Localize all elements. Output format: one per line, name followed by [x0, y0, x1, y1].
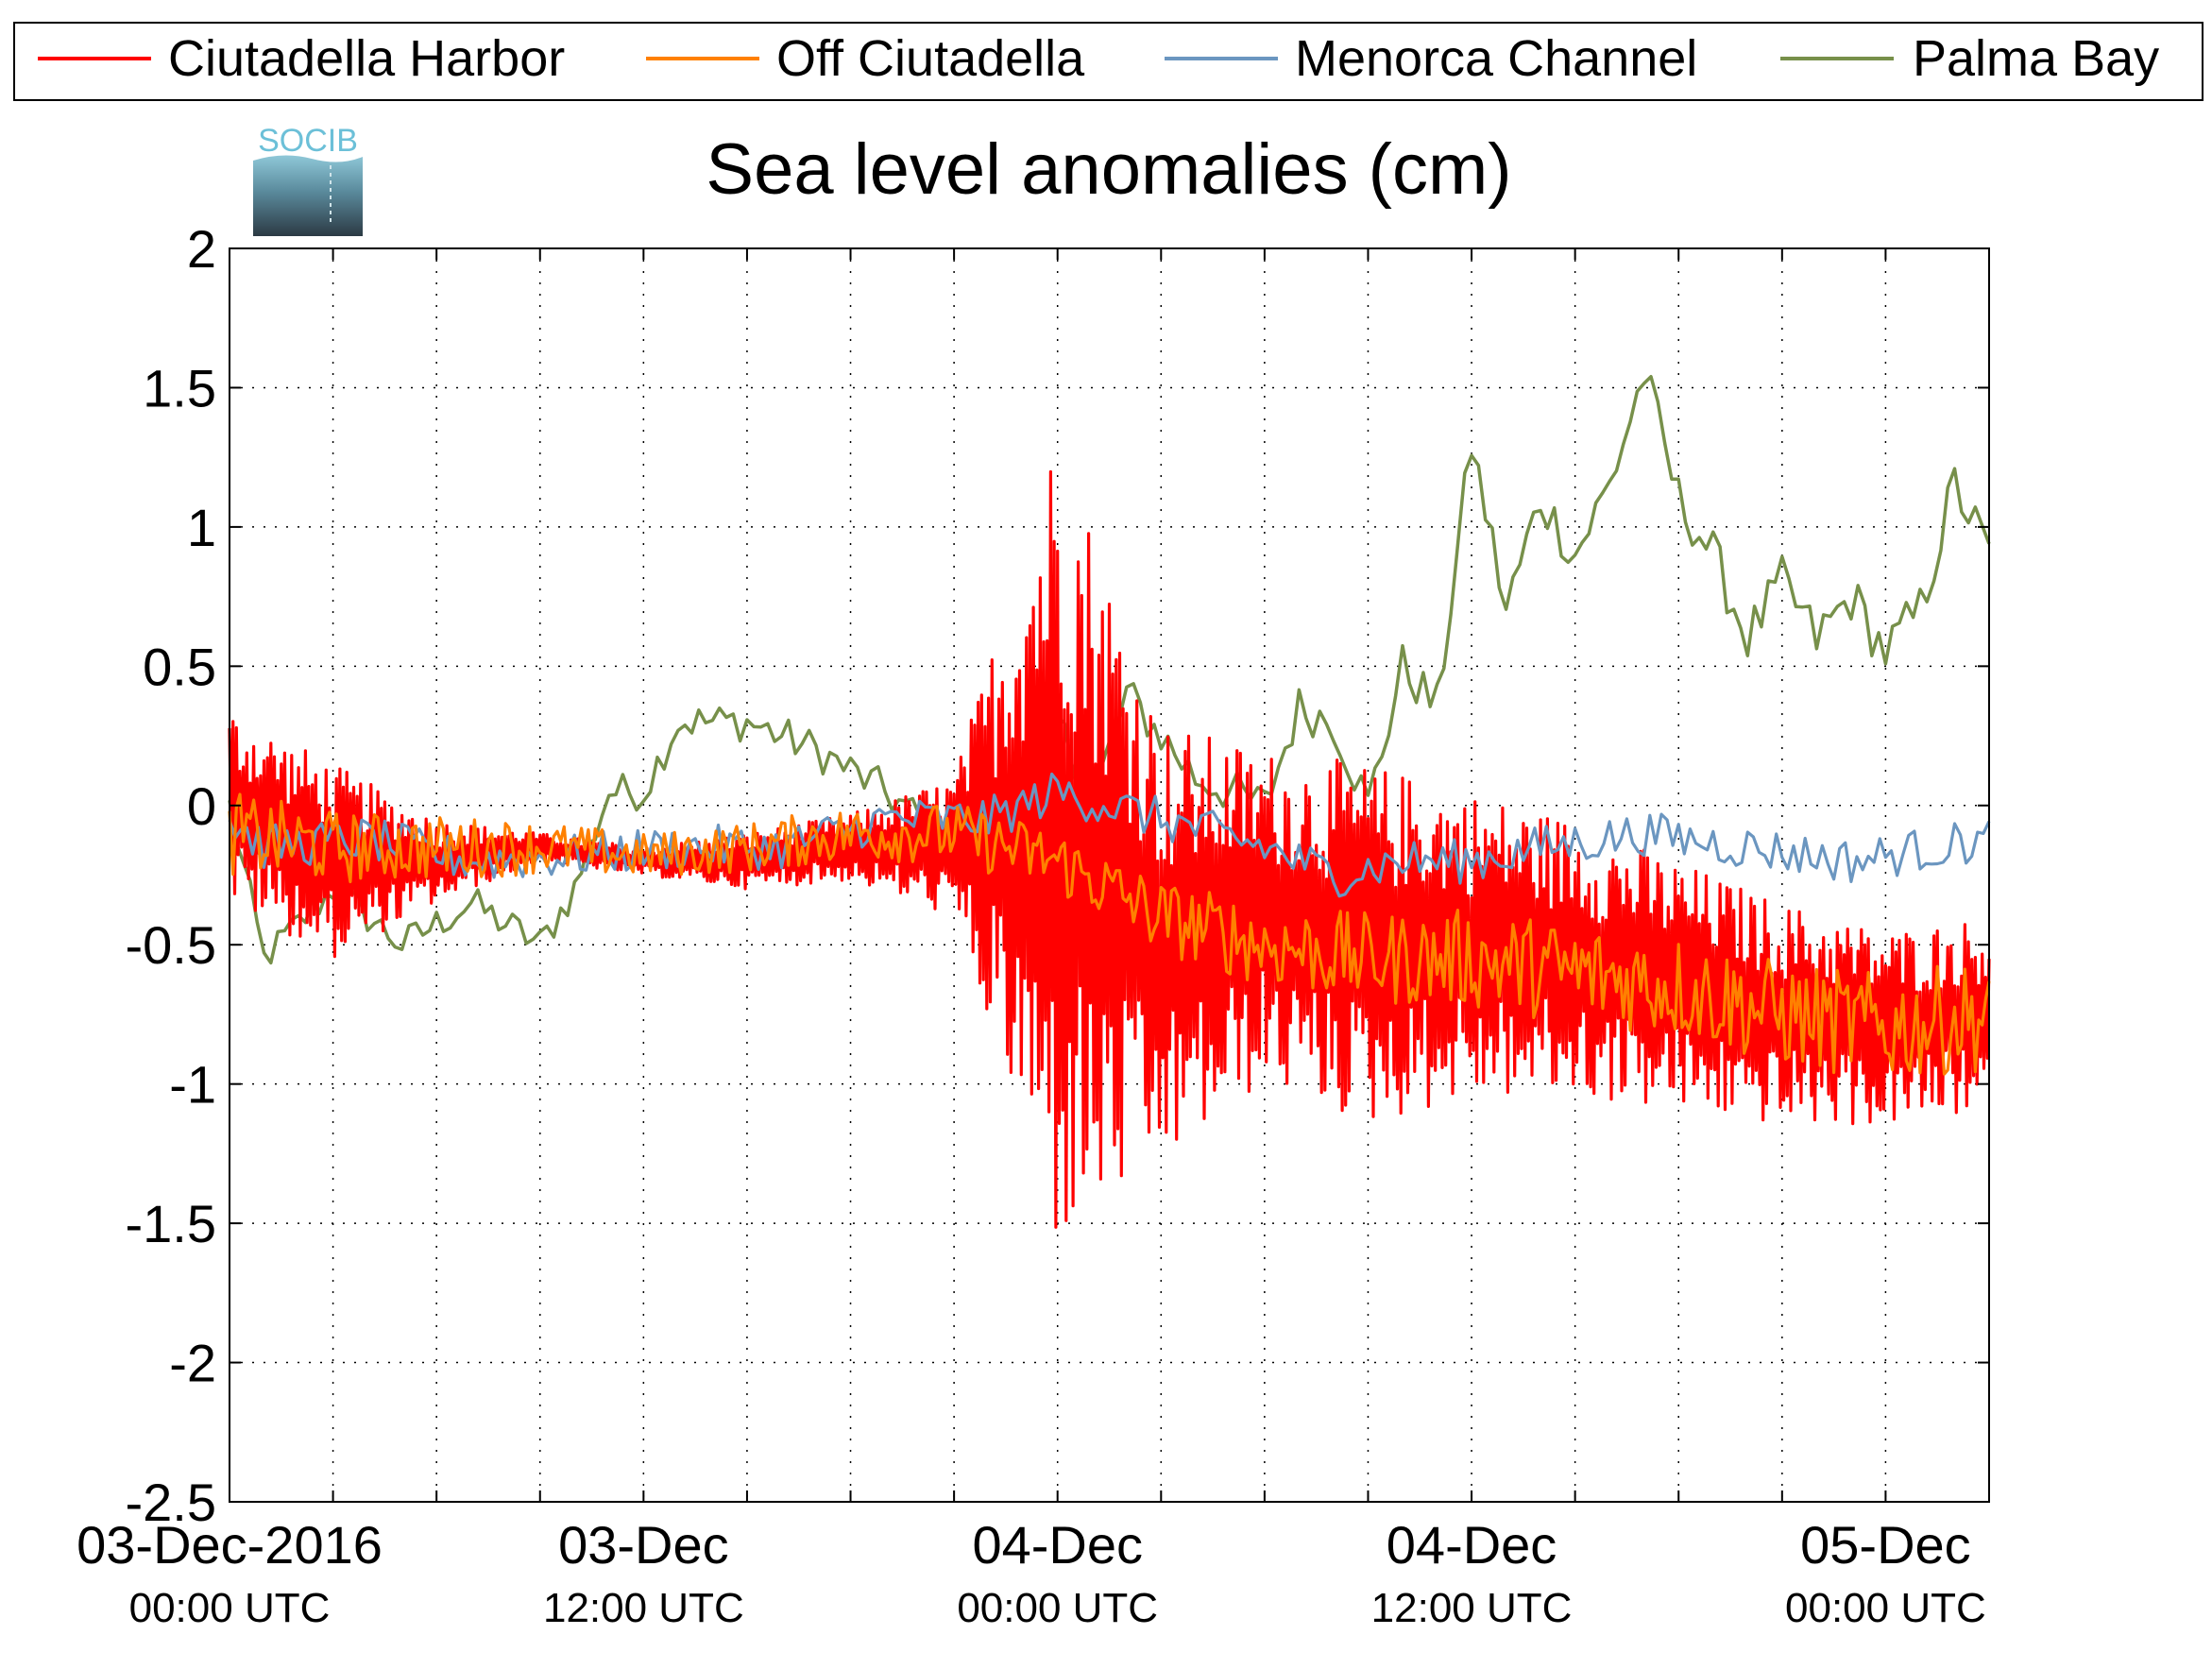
x-tick-label-date: 05-Dec	[1800, 1515, 1971, 1575]
series-line-menorca-channel	[228, 772, 1991, 898]
chart-title: Sea level anomalies (cm)	[706, 129, 1511, 210]
y-tick-label: -2	[169, 1334, 216, 1393]
legend-label-ciutadella-harbor: Ciutadella Harbor	[168, 30, 565, 87]
logo-text: SOCIB	[258, 123, 358, 159]
x-tick-label-date: 04-Dec	[1387, 1515, 1557, 1575]
legend-label-off-ciutadella: Off Ciutadella	[776, 30, 1085, 87]
x-tick-label-time: 00:00 UTC	[957, 1585, 1158, 1631]
legend-entry-off-ciutadella: Off Ciutadella	[646, 30, 1085, 87]
legend-label-palma-bay: Palma Bay	[1913, 30, 2159, 87]
x-tick-label-time: 12:00 UTC	[543, 1585, 744, 1631]
plot-frame	[229, 247, 1990, 1503]
series-line-off-ciutadella	[228, 792, 1991, 1076]
grid	[230, 248, 1989, 1502]
logo-wave	[253, 155, 363, 236]
x-axis: 03-Dec-2016 00:00 UTC 03-Dec 12:00 UTC 04-De…	[77, 248, 1986, 1631]
y-tick-label: 0.5	[143, 637, 216, 696]
plot-area: 2 1.5 1 0.5 0 -0.5 -1 -1.5 -2 -2.503-Dec-2016 00:0…	[77, 219, 1991, 1631]
socib-logo: SOCIB	[253, 123, 363, 236]
x-tick-label-date: 04-Dec	[972, 1515, 1143, 1575]
legend-box	[13, 22, 2203, 101]
x-tick-label-date: 03-Dec-2016	[77, 1515, 383, 1575]
y-tick-label: 1	[187, 498, 216, 557]
x-tick-label-time: 12:00 UTC	[1371, 1585, 1573, 1631]
y-tick-label: 1.5	[143, 358, 216, 417]
x-tick-label-time: 00:00 UTC	[1785, 1585, 1986, 1631]
legend-entry-palma-bay: Palma Bay	[1780, 30, 2159, 87]
y-tick-label: -1	[169, 1055, 216, 1115]
series-lines	[228, 374, 1991, 1229]
y-tick-label: -0.5	[126, 915, 217, 975]
y-tick-label: -2.5	[126, 1473, 217, 1532]
series-line-ciutadella-harbor	[228, 469, 1991, 1229]
legend-entry-ciutadella-harbor: Ciutadella Harbor	[38, 30, 565, 87]
legend-entry-menorca-channel: Menorca Channel	[1165, 30, 1697, 87]
y-tick-label: 0	[187, 776, 216, 836]
y-axis: 2 1.5 1 0.5 0 -0.5 -1 -1.5 -2 -2.5	[126, 219, 1989, 1532]
legend-label-menorca-channel: Menorca Channel	[1295, 30, 1697, 87]
x-tick-label-time: 00:00 UTC	[129, 1585, 331, 1631]
legend: Ciutadella Harbor Off Ciutadella Menorca…	[13, 22, 2203, 101]
x-tick-label-date: 03-Dec	[558, 1515, 729, 1575]
y-tick-label: 2	[187, 219, 216, 279]
y-tick-label: -1.5	[126, 1194, 217, 1253]
